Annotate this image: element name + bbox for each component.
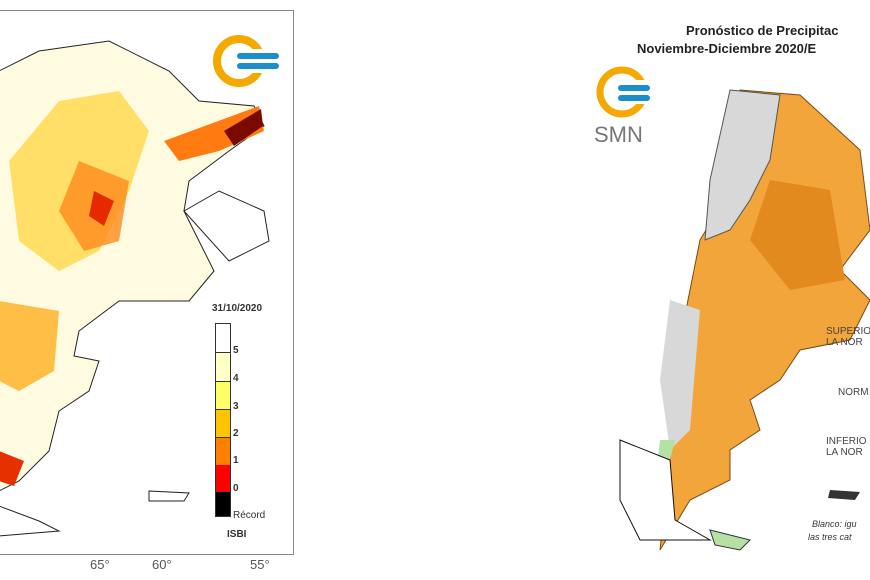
category-above-normal: SUPERIO LA NOR bbox=[826, 326, 870, 348]
lon-tick: 65° bbox=[90, 557, 110, 572]
smn-logo-text: SMN bbox=[594, 122, 643, 147]
legend-label: 2 bbox=[233, 428, 239, 439]
note-line: Blanco: igu bbox=[812, 519, 857, 529]
category-label: LA NOR bbox=[826, 337, 863, 348]
category-label: LA NOR bbox=[826, 447, 863, 458]
note-line: las tres cat bbox=[808, 532, 852, 542]
lon-tick: 60° bbox=[152, 557, 172, 572]
precip-forecast-map bbox=[619, 89, 870, 551]
smn-logo-icon bbox=[596, 66, 662, 118]
legend-label: Récord bbox=[233, 510, 266, 521]
forecast-subtitle: Noviembre-Diciembre 2020/E bbox=[637, 41, 817, 56]
map-date: 31/10/2020 bbox=[212, 303, 263, 314]
category-below-normal: INFERIO LA NOR bbox=[826, 436, 867, 458]
isbi-legend-bar bbox=[215, 323, 231, 517]
isbi-map bbox=[0, 40, 270, 537]
isbi-map-panel: 31/10/2020 5 4 3 2 1 0 Récord ISBI bbox=[0, 10, 294, 555]
legend-label: 4 bbox=[233, 373, 239, 384]
smn-logo-icon bbox=[213, 35, 279, 87]
index-label: ISBI bbox=[227, 529, 247, 540]
category-normal: NORM bbox=[838, 387, 869, 398]
legend-label: 3 bbox=[233, 401, 239, 412]
category-label: SUPERIO bbox=[826, 326, 870, 337]
forecast-title: Pronóstico de Precipitac bbox=[686, 23, 839, 38]
legend-label: 5 bbox=[233, 345, 239, 356]
category-label: NORM bbox=[838, 387, 869, 398]
legend-label: 0 bbox=[233, 483, 239, 494]
category-label: INFERIO bbox=[826, 436, 867, 447]
lon-tick: 55° bbox=[250, 557, 270, 572]
legend-label: 1 bbox=[233, 455, 239, 466]
